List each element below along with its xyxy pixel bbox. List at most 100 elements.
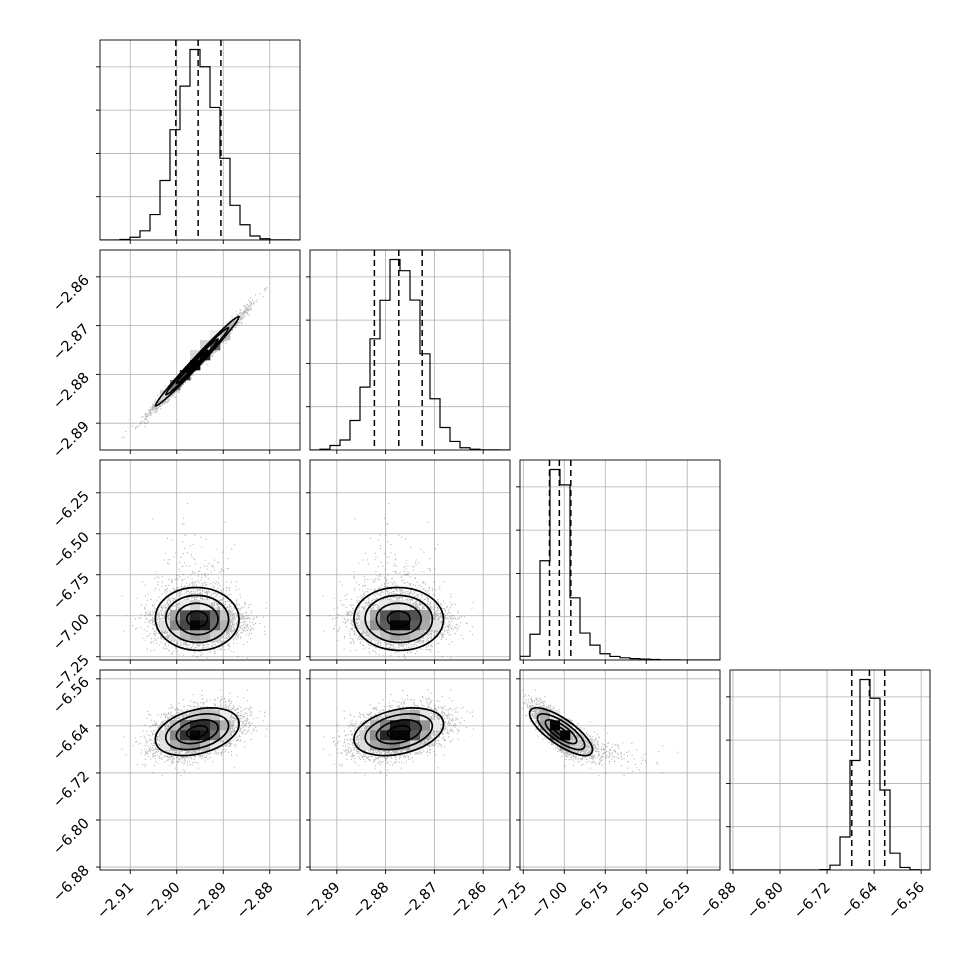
contour-level bbox=[528, 707, 594, 757]
y-tick-label: −2.86 bbox=[50, 272, 93, 315]
x-tick-label: −6.25 bbox=[651, 880, 694, 923]
density-cell bbox=[170, 720, 181, 731]
density-cell bbox=[370, 610, 381, 621]
density-cell bbox=[190, 720, 201, 731]
density-cell bbox=[430, 720, 441, 731]
scatter-panel-1-0: −2.89 −2.88 −2.87 −2.86 bbox=[50, 249, 301, 461]
density-cell bbox=[560, 720, 571, 731]
density-cell bbox=[200, 730, 211, 741]
scatter-points bbox=[522, 689, 679, 777]
contour-level bbox=[154, 586, 240, 652]
density-cell bbox=[190, 740, 201, 751]
scatter-panel-3-2: −7.25−7.00−6.75−6.50−6.25 bbox=[487, 669, 721, 923]
plot-area bbox=[730, 670, 930, 870]
x-tick-label: −2.90 bbox=[141, 880, 184, 923]
density-cell bbox=[370, 730, 381, 741]
density-cell bbox=[170, 740, 181, 751]
contour-level bbox=[386, 610, 411, 628]
contour-level bbox=[353, 707, 445, 757]
density-cell bbox=[190, 350, 201, 361]
density-cell bbox=[190, 610, 201, 621]
density-cell bbox=[410, 610, 421, 621]
density-cell bbox=[180, 370, 191, 381]
plot-area bbox=[121, 689, 268, 777]
density-cell bbox=[420, 720, 431, 731]
density-cell bbox=[390, 620, 401, 631]
density-cell bbox=[380, 600, 391, 611]
x-tick-label: −2.89 bbox=[187, 880, 230, 923]
x-tick-label: −2.89 bbox=[301, 880, 344, 923]
density-cell bbox=[390, 740, 401, 751]
density-cell bbox=[170, 610, 181, 621]
panel-frame bbox=[99, 669, 301, 871]
histogram-step bbox=[310, 258, 510, 450]
grid bbox=[520, 460, 720, 660]
density-cell bbox=[160, 390, 171, 401]
x-tick-label: −2.87 bbox=[398, 880, 441, 923]
density-cell bbox=[560, 730, 571, 741]
contour-level bbox=[164, 326, 230, 396]
contour-level bbox=[164, 713, 230, 751]
density-cell bbox=[370, 740, 381, 751]
x-tick-label: −6.72 bbox=[791, 880, 834, 923]
density-cell bbox=[420, 710, 431, 721]
x-tick-label: −6.56 bbox=[885, 880, 928, 923]
plot-area bbox=[322, 502, 474, 659]
density-cell bbox=[170, 730, 181, 741]
density-cell bbox=[370, 620, 381, 631]
contour-level bbox=[185, 610, 209, 628]
histogram-step bbox=[100, 48, 300, 240]
density-cell bbox=[360, 620, 371, 631]
density-cell bbox=[210, 720, 221, 731]
panel-frame bbox=[99, 39, 301, 241]
density-cell bbox=[400, 630, 411, 641]
density-cell bbox=[410, 710, 421, 721]
density-cell bbox=[380, 730, 391, 741]
y-tick-label: −2.88 bbox=[50, 370, 93, 413]
density-cell bbox=[360, 740, 371, 751]
contour-level bbox=[536, 713, 586, 751]
x-tick-label: −2.91 bbox=[94, 880, 137, 923]
density-cell bbox=[220, 710, 231, 721]
y-tick-label: −6.25 bbox=[50, 488, 93, 531]
panel-frame bbox=[309, 249, 511, 451]
hist-panel-3: −6.88 −6.80 −6.72 −6.64 −6.56 bbox=[697, 669, 931, 923]
histogram-step bbox=[730, 678, 930, 870]
contour-level bbox=[552, 724, 570, 739]
hist-panel-1 bbox=[306, 249, 511, 454]
scatter-panel-3-0: −2.91 −2.90 −2.89 −2.88 −6.88−6.80 −6.72−6.64… bbox=[50, 669, 301, 923]
density-cell bbox=[180, 630, 191, 641]
density-cell bbox=[200, 720, 211, 731]
x-tick-label: −2.88 bbox=[234, 880, 277, 923]
contour-level bbox=[175, 602, 219, 636]
density-cell bbox=[390, 600, 401, 611]
density-cell bbox=[160, 730, 171, 741]
contour-level bbox=[375, 718, 422, 745]
density-cell bbox=[200, 710, 211, 721]
density-cell bbox=[210, 630, 221, 641]
panel-frame bbox=[309, 459, 511, 661]
contour-level bbox=[185, 349, 209, 374]
density-cell bbox=[570, 740, 581, 751]
density-cell bbox=[180, 730, 191, 741]
density-cell bbox=[200, 610, 211, 621]
density-cell bbox=[190, 620, 201, 631]
plot-area bbox=[520, 460, 720, 660]
contour-level bbox=[386, 724, 411, 739]
grid bbox=[100, 670, 300, 870]
density-cell bbox=[190, 600, 201, 611]
density-cell bbox=[400, 610, 411, 621]
x-tick-label: −2.86 bbox=[447, 880, 490, 923]
y-tick-label: −6.88 bbox=[50, 863, 93, 906]
density-cell bbox=[390, 720, 401, 731]
scatter-panel-2-1 bbox=[306, 459, 511, 664]
density-cell bbox=[160, 620, 171, 631]
y-tick-label: −6.80 bbox=[50, 816, 93, 859]
density-cell bbox=[200, 630, 211, 641]
density-cell bbox=[380, 630, 391, 641]
density-cell bbox=[190, 730, 201, 741]
contour-level bbox=[175, 718, 219, 745]
contour-level bbox=[364, 713, 434, 751]
density-cell bbox=[430, 620, 441, 631]
density-cell bbox=[210, 620, 221, 631]
